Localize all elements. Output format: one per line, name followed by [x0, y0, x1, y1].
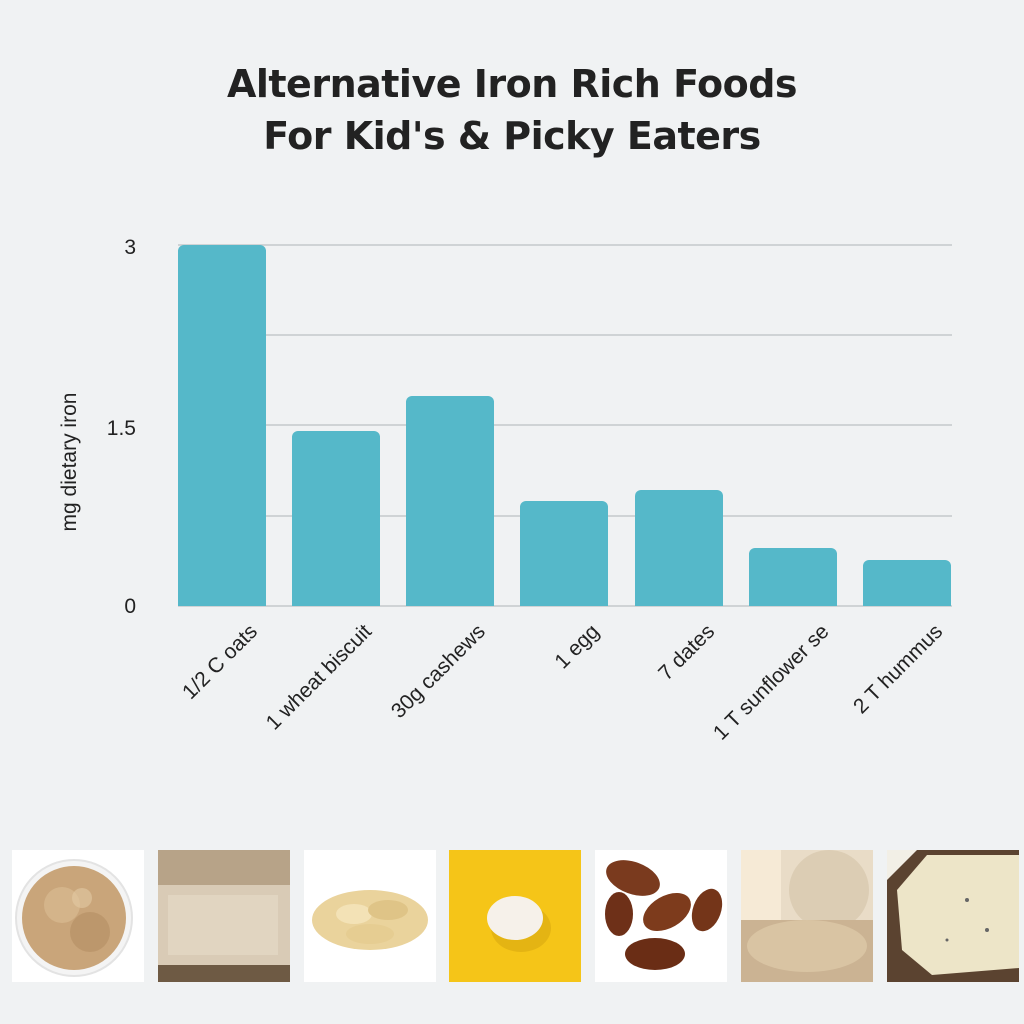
gridline — [178, 424, 952, 426]
y-tick-label: 1.5 — [106, 417, 136, 440]
bar-sunflower-seeds — [749, 548, 837, 606]
x-tick-label: 30g cashews — [387, 620, 491, 723]
egg-photo — [449, 850, 581, 982]
x-tick-label: 1 wheat biscuit — [261, 620, 377, 735]
x-tick-label: 1 egg — [550, 620, 605, 674]
y-tick-label: 0 — [124, 595, 136, 618]
x-tick-label: 7 dates — [654, 620, 720, 685]
dates-photo — [595, 850, 727, 982]
y-axis-label: mg dietary iron — [58, 392, 81, 532]
wheat-biscuit-photo — [158, 850, 290, 982]
oats-bowl-photo — [12, 850, 144, 982]
bar-dates — [635, 490, 723, 606]
bar-egg — [520, 501, 608, 606]
chart-title: Alternative Iron Rich Foods For Kid's & … — [0, 58, 1024, 162]
hummus-toast-photo — [887, 850, 1019, 982]
y-tick-label: 3 — [124, 236, 136, 259]
bar-cashews — [406, 396, 494, 606]
bar-hummus — [863, 560, 951, 606]
gridline — [178, 244, 952, 246]
x-tick-label: 1 T sunflower se — [708, 620, 834, 745]
bar-wheat-biscuit — [292, 431, 380, 606]
bar-oats — [178, 245, 266, 606]
x-tick-label: 1/2 C oats — [178, 620, 263, 704]
sunflower-seeds-photo — [741, 850, 873, 982]
gridline — [178, 334, 952, 336]
chart-title-line-2: For Kid's & Picky Eaters — [263, 114, 761, 158]
x-axis-baseline — [178, 605, 952, 607]
cashews-photo — [304, 850, 436, 982]
x-tick-label: 2 T hummus — [849, 620, 948, 719]
chart-title-line-1: Alternative Iron Rich Foods — [226, 62, 798, 106]
